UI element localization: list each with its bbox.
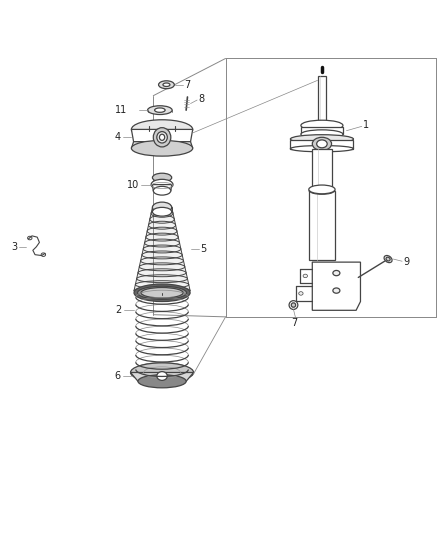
Polygon shape — [318, 76, 326, 122]
Polygon shape — [131, 130, 193, 142]
Ellipse shape — [159, 81, 174, 88]
Ellipse shape — [333, 288, 340, 293]
Ellipse shape — [157, 372, 167, 381]
Ellipse shape — [290, 135, 353, 143]
Ellipse shape — [384, 255, 392, 263]
Ellipse shape — [131, 363, 194, 382]
Polygon shape — [151, 207, 173, 213]
Text: 2: 2 — [116, 305, 122, 316]
Ellipse shape — [138, 286, 187, 300]
Text: 7: 7 — [292, 318, 298, 328]
Ellipse shape — [138, 375, 186, 388]
Ellipse shape — [157, 132, 167, 143]
Ellipse shape — [163, 83, 170, 86]
Text: 1: 1 — [363, 120, 369, 131]
Ellipse shape — [291, 303, 296, 307]
Text: 6: 6 — [115, 371, 121, 381]
Polygon shape — [135, 279, 189, 285]
Polygon shape — [148, 219, 176, 225]
Polygon shape — [312, 262, 360, 310]
Polygon shape — [145, 237, 180, 243]
Ellipse shape — [153, 187, 171, 195]
Ellipse shape — [317, 140, 327, 148]
Ellipse shape — [386, 257, 390, 261]
Text: 3: 3 — [11, 242, 18, 252]
Polygon shape — [142, 249, 182, 255]
Ellipse shape — [152, 173, 172, 182]
Polygon shape — [152, 184, 172, 191]
Ellipse shape — [289, 301, 298, 310]
Polygon shape — [290, 140, 353, 149]
Ellipse shape — [310, 188, 334, 194]
Ellipse shape — [309, 185, 335, 194]
Text: 10: 10 — [127, 180, 139, 190]
Text: 7: 7 — [184, 80, 190, 90]
Ellipse shape — [155, 108, 165, 112]
Polygon shape — [134, 285, 190, 290]
Ellipse shape — [159, 134, 165, 140]
Ellipse shape — [333, 270, 340, 276]
Polygon shape — [150, 213, 174, 219]
Ellipse shape — [131, 140, 193, 156]
Ellipse shape — [290, 146, 353, 152]
Polygon shape — [143, 243, 181, 249]
Text: 11: 11 — [115, 105, 127, 115]
Ellipse shape — [131, 120, 193, 139]
Text: 9: 9 — [403, 257, 410, 267]
Ellipse shape — [303, 274, 307, 278]
Polygon shape — [138, 267, 186, 273]
Ellipse shape — [151, 179, 173, 190]
Polygon shape — [137, 273, 187, 279]
Ellipse shape — [312, 138, 332, 150]
Polygon shape — [309, 191, 335, 260]
Ellipse shape — [141, 287, 183, 298]
Polygon shape — [147, 225, 177, 231]
Polygon shape — [131, 373, 194, 381]
Polygon shape — [139, 261, 185, 267]
Polygon shape — [312, 149, 332, 188]
Ellipse shape — [152, 207, 172, 216]
Ellipse shape — [134, 284, 190, 302]
Ellipse shape — [153, 128, 171, 147]
Polygon shape — [309, 188, 335, 191]
Ellipse shape — [299, 292, 303, 295]
Ellipse shape — [152, 202, 172, 213]
Polygon shape — [131, 142, 193, 148]
Polygon shape — [301, 127, 343, 134]
Ellipse shape — [301, 120, 343, 131]
Text: 4: 4 — [114, 132, 120, 142]
Polygon shape — [146, 231, 178, 237]
Text: 8: 8 — [198, 94, 204, 104]
Ellipse shape — [148, 106, 172, 115]
Polygon shape — [141, 255, 184, 261]
Text: 5: 5 — [201, 244, 207, 254]
Ellipse shape — [301, 130, 343, 139]
